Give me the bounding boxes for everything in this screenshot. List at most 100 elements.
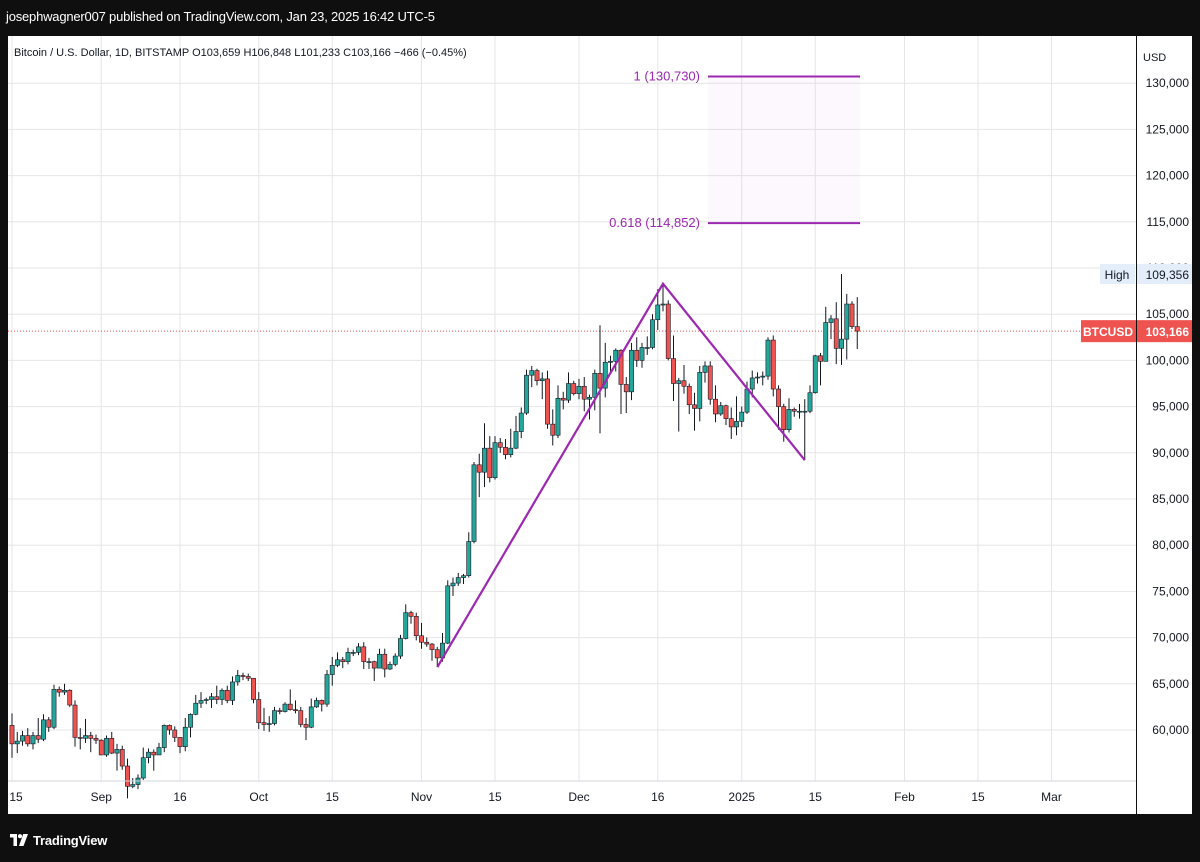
candle-body <box>382 653 388 670</box>
candle-body <box>608 361 613 363</box>
candle <box>403 604 409 640</box>
candle-body <box>692 404 697 409</box>
candle-body <box>576 385 582 394</box>
candle-body <box>849 303 855 327</box>
candle <box>319 699 325 712</box>
candle <box>728 407 734 439</box>
candle <box>513 415 519 450</box>
candle-body <box>455 577 461 584</box>
candle <box>125 758 130 799</box>
candle-body <box>340 659 346 662</box>
candle-body <box>198 700 204 704</box>
candle-body <box>151 751 157 756</box>
candle-body <box>67 689 73 706</box>
x-tick-label: 15 <box>326 790 340 804</box>
candle-body <box>30 735 36 745</box>
candle-body <box>739 411 745 422</box>
candle <box>539 372 545 400</box>
candle <box>114 743 120 771</box>
x-tick-label: 15 <box>9 790 23 804</box>
high-value-bg <box>1137 263 1192 284</box>
candle-body <box>83 735 88 739</box>
candle <box>209 693 214 708</box>
candle <box>245 673 251 682</box>
candle <box>545 370 550 429</box>
candle <box>329 657 335 686</box>
candle <box>424 637 430 647</box>
candle <box>592 369 598 411</box>
candle-body <box>634 349 640 361</box>
candle <box>755 372 760 384</box>
price-chart-pane[interactable] <box>8 36 1136 814</box>
candle-body <box>266 723 272 725</box>
candle-body <box>319 700 325 705</box>
candle <box>56 686 62 697</box>
candle-body <box>235 675 241 683</box>
candle-body <box>35 735 41 740</box>
candle <box>608 355 613 372</box>
candle-body <box>387 664 393 670</box>
candle-body <box>492 442 498 479</box>
candle <box>172 726 178 743</box>
candle-body <box>287 703 293 710</box>
candle-body <box>25 735 31 745</box>
candle <box>634 337 640 367</box>
candle <box>650 314 655 350</box>
candle-body <box>408 612 414 617</box>
candle-body <box>818 355 823 362</box>
candle-body <box>529 370 535 376</box>
x-tick-label: Mar <box>1041 790 1062 804</box>
y-tick-label: 70,000 <box>1152 631 1189 645</box>
candle-body <box>723 405 729 419</box>
candle-body <box>282 703 288 712</box>
symbol-marker-bg <box>1081 320 1136 343</box>
candle <box>198 692 204 708</box>
candle-body <box>156 747 162 756</box>
candle-body <box>728 418 734 428</box>
candle <box>25 728 31 747</box>
candle <box>324 669 330 707</box>
candle <box>398 634 403 659</box>
x-tick-label: Oct <box>249 790 268 804</box>
candle-body <box>240 675 246 677</box>
candle-body <box>749 377 755 390</box>
candle-body <box>518 412 524 432</box>
candle <box>9 713 15 758</box>
candle-body <box>146 751 151 759</box>
candle <box>282 702 288 713</box>
candle-body <box>618 349 624 385</box>
high-marker-bg <box>1100 263 1135 284</box>
candle <box>408 610 414 624</box>
candle-body <box>702 365 708 373</box>
candle <box>235 669 241 686</box>
candle <box>629 342 634 401</box>
candle-body <box>550 423 556 436</box>
x-tick-label: 2025 <box>728 790 755 804</box>
candle <box>387 661 393 670</box>
candle <box>287 689 293 711</box>
candle-body <box>760 375 766 378</box>
y-tick-label: 75,000 <box>1152 584 1189 598</box>
candle-body <box>398 638 403 657</box>
tradingview-logo-icon <box>10 834 28 846</box>
candle-body <box>193 702 199 715</box>
candle <box>151 749 157 771</box>
candle-body <box>424 641 430 645</box>
candle <box>293 700 298 714</box>
candle <box>193 694 199 716</box>
time-axis: 15 Sep 16 Oct 15 Nov 15 Dec 16 2025 15 Feb 15 Mar <box>8 780 1136 804</box>
candle-body <box>713 398 718 415</box>
candle-body <box>314 700 319 708</box>
candle <box>602 342 608 398</box>
candle <box>135 774 141 790</box>
candle <box>88 731 94 753</box>
last-price-bg <box>1137 320 1192 343</box>
candle <box>335 652 340 668</box>
candle-body <box>345 652 351 662</box>
candle <box>461 573 466 585</box>
candle-body <box>335 659 340 666</box>
price-axis-pane[interactable] <box>1137 36 1192 814</box>
candle-body <box>597 373 603 389</box>
